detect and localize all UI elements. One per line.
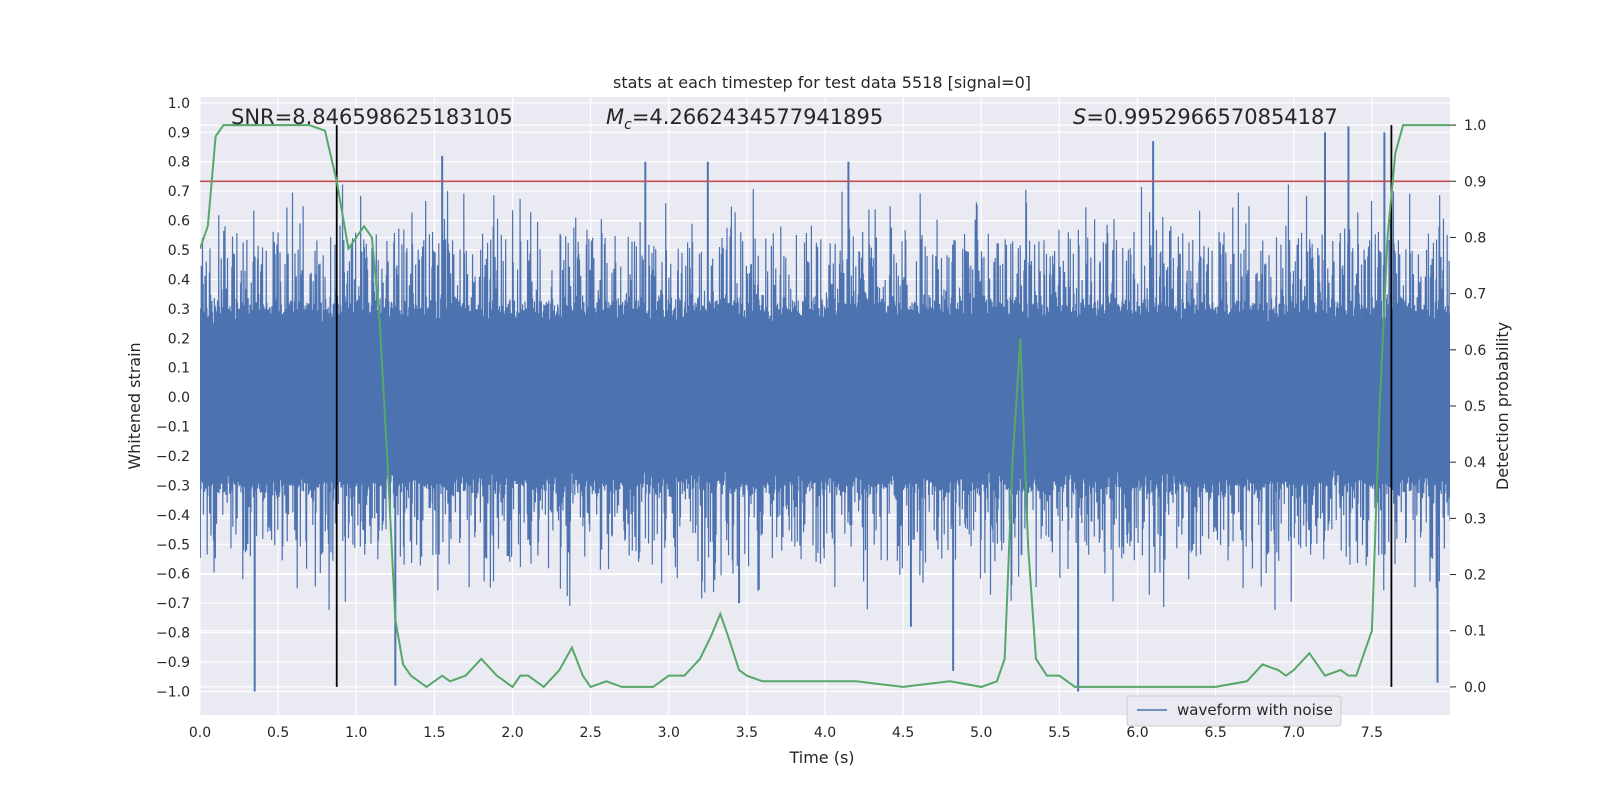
y-left-tick-label-11: −0.1	[156, 420, 190, 436]
y-right-tick-label-10: 0.0	[1464, 680, 1486, 696]
y-right-tick-label-9: 0.1	[1464, 624, 1486, 640]
x-tick-label-9: 4.5	[892, 725, 914, 741]
series-waveform-with-noise	[200, 126, 1450, 692]
y-axis-right-ticks: 1.0 0.9 0.8 0.7 0.6 0.5 0.4 0.3 0.2 0.1 0.0	[1450, 118, 1486, 696]
x-tick-label-2: 1.0	[345, 725, 367, 741]
y-left-tick-label-6: 0.4	[168, 272, 190, 288]
y-left-tick-label-4: 0.6	[168, 214, 190, 230]
x-axis-ticks: 0.0 0.5 1.0 1.5 2.0 2.5 3.0 3.5 4.0 4.5 5.0 5.5 6.0 6…	[189, 725, 1383, 741]
series-layer	[200, 124, 1450, 692]
y-right-tick-label-7: 0.3	[1464, 511, 1486, 527]
x-tick-label-14: 7.0	[1283, 725, 1305, 741]
y-left-tick-label-14: −0.4	[156, 508, 190, 524]
series-detection-probability	[200, 124, 1450, 689]
statistic-value: =0.9952966570854187	[1086, 105, 1337, 129]
y-axis-left-ticks: 1.0 0.9 0.8 0.7 0.6 0.5 0.4 0.3 0.2 0.1 0.0 −0.1 −0.…	[156, 96, 190, 701]
waveform-trace	[200, 184, 1450, 611]
y-axis-right-label: Detection probability	[1493, 322, 1512, 490]
y-axis-left-label: Whitened strain	[125, 342, 144, 469]
y-left-tick-label-2: 0.8	[168, 155, 190, 171]
y-left-tick-label-13: −0.3	[156, 478, 190, 494]
detection-probability-line	[200, 124, 1450, 689]
chirp-mass-annotation: Mc=4.2662434577941895	[606, 105, 883, 133]
x-tick-label-1: 0.5	[267, 725, 289, 741]
y-right-tick-label-0: 1.0	[1464, 118, 1486, 134]
y-left-tick-label-17: −0.7	[156, 596, 190, 612]
chirp-mass-subscript: c	[624, 117, 632, 133]
x-tick-label-11: 5.5	[1048, 725, 1070, 741]
x-tick-label-10: 5.0	[970, 725, 992, 741]
y-right-tick-label-4: 0.6	[1464, 343, 1486, 359]
y-left-tick-label-1: 0.9	[168, 125, 190, 141]
x-tick-label-4: 2.0	[501, 725, 523, 741]
y-right-tick-label-8: 0.2	[1464, 568, 1486, 584]
y-right-tick-label-1: 0.9	[1464, 174, 1486, 190]
x-tick-label-13: 6.5	[1204, 725, 1226, 741]
statistic-symbol: S	[1073, 105, 1086, 129]
x-tick-label-3: 1.5	[423, 725, 445, 741]
y-left-tick-label-7: 0.3	[168, 302, 190, 318]
y-left-tick-label-5: 0.5	[168, 243, 190, 259]
y-left-tick-label-20: −1.0	[156, 684, 190, 700]
statistic-annotation: S=0.9952966570854187	[1073, 105, 1338, 129]
y-left-tick-label-9: 0.1	[168, 361, 190, 377]
y-left-tick-label-0: 1.0	[168, 96, 190, 112]
x-tick-label-12: 6.0	[1126, 725, 1148, 741]
y-left-tick-label-16: −0.6	[156, 567, 190, 583]
y-right-tick-label-6: 0.4	[1464, 455, 1486, 471]
chirp-mass-symbol: M	[606, 105, 624, 129]
legend-box	[1126, 695, 1342, 727]
y-left-tick-label-3: 0.7	[168, 184, 190, 200]
y-left-tick-label-18: −0.8	[156, 626, 190, 642]
y-left-tick-label-10: 0.0	[168, 390, 190, 406]
chart-title: stats at each timestep for test data 551…	[613, 73, 1031, 92]
y-right-tick-label-5: 0.5	[1464, 399, 1486, 415]
x-tick-label-7: 3.5	[736, 725, 758, 741]
x-tick-label-0: 0.0	[189, 725, 211, 741]
x-axis-label: Time (s)	[788, 748, 854, 767]
legend: waveform with noise	[1126, 695, 1342, 727]
y-left-tick-label-15: −0.5	[156, 537, 190, 553]
x-tick-label-8: 4.0	[814, 725, 836, 741]
vertical-markers	[335, 125, 1393, 687]
x-tick-label-15: 7.5	[1361, 725, 1383, 741]
y-right-tick-label-2: 0.8	[1464, 230, 1486, 246]
x-tick-label-5: 2.5	[579, 725, 601, 741]
snr-annotation: SNR=8.846598625183105	[231, 105, 513, 129]
y-right-tick-label-3: 0.7	[1464, 287, 1486, 303]
x-tick-label-6: 3.0	[658, 725, 680, 741]
y-left-tick-label-12: −0.2	[156, 449, 190, 465]
chirp-mass-value: =4.2662434577941895	[632, 105, 883, 129]
y-left-tick-label-19: −0.9	[156, 655, 190, 671]
legend-entry-waveform: waveform with noise	[1177, 701, 1333, 719]
y-left-tick-label-8: 0.2	[168, 331, 190, 347]
